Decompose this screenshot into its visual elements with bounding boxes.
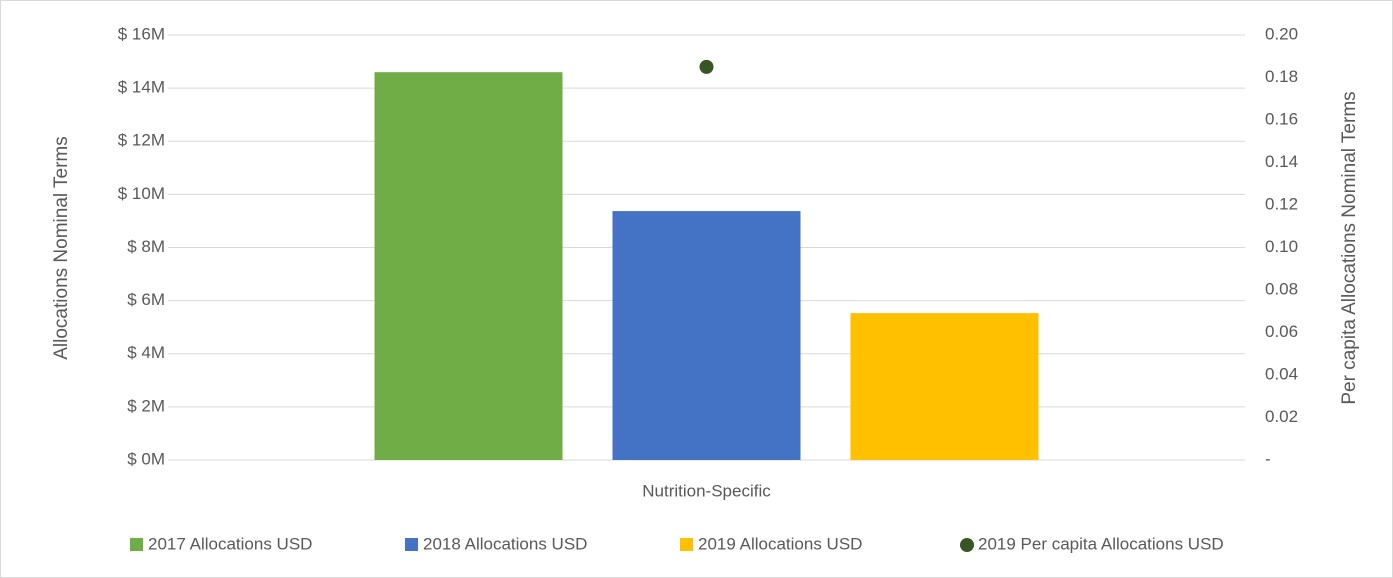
y-tick-label: $ 8M (127, 237, 165, 256)
y-tick-label: $ 14M (118, 78, 165, 97)
point (699, 59, 714, 74)
y-tick-label: $ 0M (127, 449, 165, 468)
y2-tick-label: 0.18 (1265, 67, 1298, 86)
y2-tick-label: - (1265, 449, 1271, 468)
y2-tick-label: 0.12 (1265, 194, 1298, 213)
legend-label: 2019 Allocations USD (698, 534, 862, 553)
y-tick-label: $ 2M (127, 396, 165, 415)
y2-tick-label: 0.08 (1265, 279, 1298, 298)
x-tick-label: Nutrition-Specific (642, 481, 771, 500)
legend-label: 2019 Per capita Allocations USD (978, 534, 1224, 553)
y-tick-label: $ 4M (127, 343, 165, 362)
y-tick-label: $ 12M (118, 131, 165, 150)
legend-label: 2017 Allocations USD (148, 534, 312, 553)
legend-marker (680, 538, 693, 551)
bar (374, 72, 563, 460)
legend-label: 2018 Allocations USD (423, 534, 587, 553)
y2-tick-label: 0.16 (1265, 109, 1298, 128)
y-tick-label: $ 10M (118, 184, 165, 203)
y2-tick-label: 0.14 (1265, 152, 1298, 171)
legend-marker (960, 538, 974, 552)
y2-tick-label: 0.06 (1265, 322, 1298, 341)
y2-axis-title: Per capita Allocations Nominal Terms (1339, 91, 1360, 404)
y2-tick-label: 0.10 (1265, 237, 1298, 256)
legend-marker (405, 538, 418, 551)
y-tick-label: $ 16M (118, 24, 165, 43)
y-axis-title: Allocations Nominal Terms (51, 136, 72, 360)
y2-tick-label: 0.20 (1265, 24, 1298, 43)
bar (612, 211, 801, 460)
y-tick-label: $ 6M (127, 290, 165, 309)
bar (850, 313, 1039, 460)
legend-marker (130, 538, 143, 551)
y2-tick-label: 0.04 (1265, 364, 1298, 383)
y2-tick-label: 0.02 (1265, 407, 1298, 426)
